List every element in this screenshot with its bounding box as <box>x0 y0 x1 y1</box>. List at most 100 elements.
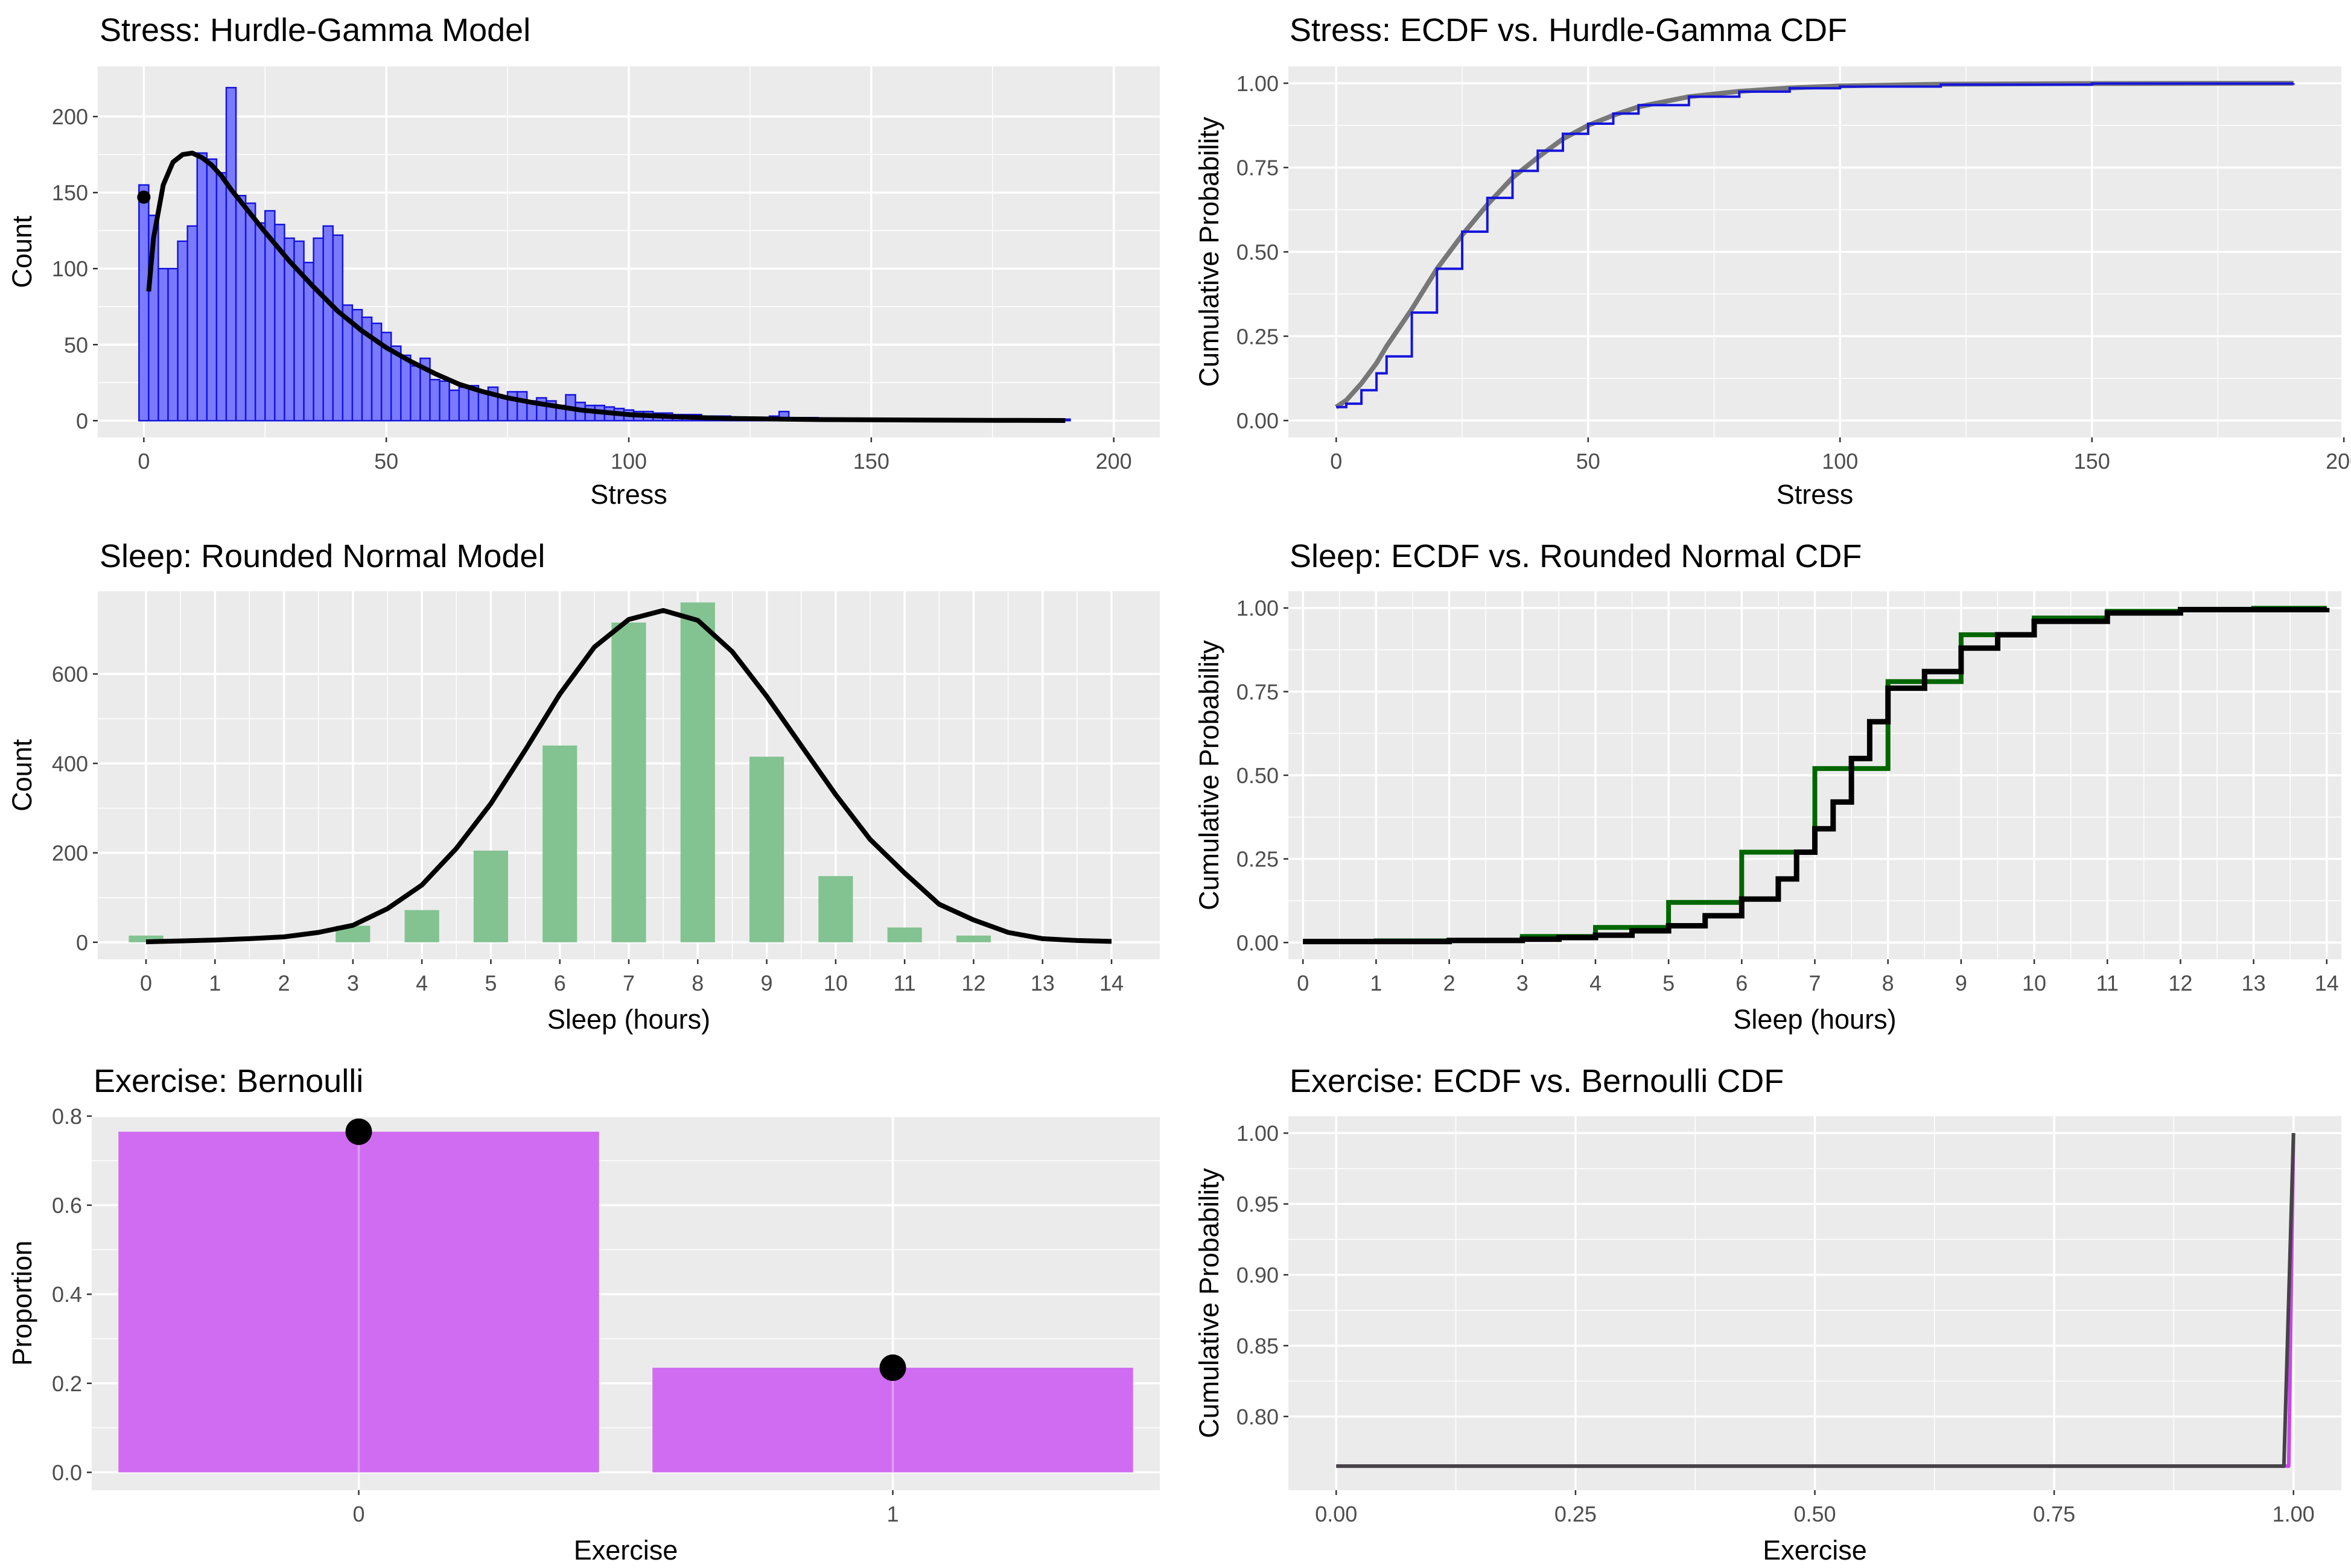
y-tick-label: 0 <box>76 930 88 955</box>
x-tick-label: 5 <box>485 971 497 995</box>
x-axis-label: Exercise <box>574 1535 678 1566</box>
x-tick-label: 1.00 <box>2273 1502 2315 1526</box>
histogram-bar <box>439 380 450 422</box>
x-tick-label: 12 <box>961 971 985 995</box>
x-tick-label: 2 <box>1443 971 1455 995</box>
y-tick-label: 0.00 <box>1236 930 1279 955</box>
model-density-curve <box>145 608 1112 945</box>
y-tick-label: 600 <box>52 662 88 687</box>
y-tick-label: 100 <box>52 256 88 281</box>
histogram-bar <box>410 365 421 422</box>
histogram-bar <box>956 935 991 942</box>
x-tick-label: 11 <box>2096 971 2119 995</box>
y-axis-label: Cumulative Probability <box>1194 640 1224 910</box>
y-tick-label: 0.90 <box>1236 1263 1279 1287</box>
x-tick-label: 3 <box>347 971 359 995</box>
histogram-bar <box>138 184 150 422</box>
x-tick-label: 13 <box>2242 971 2266 995</box>
chart-exercise-ecdf: Exercise: ECDF vs. Bernoulli CDF Exercise… <box>1194 1063 2341 1566</box>
x-tick-label: 11 <box>893 971 915 995</box>
x-tick-label: 50 <box>374 449 398 474</box>
y-tick-label: 1.00 <box>1236 596 1279 621</box>
y-tick-label: 200 <box>52 841 88 866</box>
histogram-bar <box>429 378 441 422</box>
x-tick-label: 2 <box>278 971 290 995</box>
histogram-bar <box>477 391 489 422</box>
x-tick-label: 150 <box>2074 449 2110 474</box>
x-tick-label: 0 <box>352 1502 364 1526</box>
y-axis-label: Cumulative Probability <box>1194 1168 1224 1438</box>
y-tick-label: 0.95 <box>1236 1192 1279 1217</box>
y-tick-label: 400 <box>52 751 88 776</box>
y-tick-label: 0.8 <box>52 1104 82 1129</box>
model-cdf-line <box>1336 1133 2295 1468</box>
histogram-bar <box>196 152 208 422</box>
y-tick-label: 0.0 <box>52 1460 82 1485</box>
chart-sleep-ecdf: Sleep: ECDF vs. Rounded Normal CDF Sleep … <box>1194 538 2341 1035</box>
x-tick-label: 12 <box>2168 971 2192 995</box>
x-tick-label: 0 <box>1330 449 1342 474</box>
y-tick-label: 0.2 <box>52 1371 82 1396</box>
chart-exercise-bar: Exercise: Bernoulli Exercise Proportion 0.0… <box>7 1063 1160 1566</box>
x-tick-label: 0.25 <box>1554 1502 1597 1526</box>
histogram-bar <box>404 910 439 942</box>
y-tick-label: 0 <box>76 408 88 433</box>
x-tick-label: 200 <box>1096 449 1132 474</box>
chart-title: Stress: Hurdle-Gamma Model <box>100 12 530 48</box>
x-tick-label: 10 <box>824 971 848 995</box>
histogram-bar <box>473 850 508 942</box>
y-tick-label: 0.50 <box>1236 763 1279 788</box>
y-axis-label: Cumulative Probability <box>1194 116 1224 387</box>
x-tick-label: 4 <box>1589 971 1602 995</box>
proportion-bar <box>118 1131 599 1473</box>
x-axis-label: Sleep (hours) <box>547 1004 710 1035</box>
x-tick-label: 0 <box>1297 971 1309 995</box>
y-tick-label: 0.4 <box>52 1282 82 1307</box>
x-tick-label: 3 <box>1516 971 1529 995</box>
x-tick-label: 5 <box>1662 971 1675 995</box>
chart-sleep-hist: Sleep: Rounded Normal Model Sleep (hours)… <box>7 538 1160 1035</box>
histogram-bar <box>244 202 256 422</box>
x-tick-label: 6 <box>1735 971 1748 995</box>
x-tick-label: 1 <box>209 971 221 995</box>
zero-mass-point <box>137 190 151 204</box>
chart-stress-ecdf: Stress: ECDF vs. Hurdle-Gamma CDF Stress C… <box>1194 12 2351 510</box>
x-tick-label: 0 <box>138 449 150 474</box>
x-tick-label: 10 <box>2022 971 2046 995</box>
histogram-bar <box>215 172 227 422</box>
histogram-bar <box>157 267 169 422</box>
y-tick-label: 0.80 <box>1236 1405 1279 1429</box>
x-tick-label: 6 <box>554 971 566 995</box>
x-tick-label: 14 <box>1099 971 1124 995</box>
histogram-bar <box>458 386 470 422</box>
chart-title: Stress: ECDF vs. Hurdle-Gamma CDF <box>1290 12 1847 48</box>
x-tick-label: 100 <box>611 449 647 474</box>
y-tick-label: 150 <box>52 180 88 205</box>
y-tick-label: 0.85 <box>1236 1333 1279 1358</box>
chart-title: Exercise: Bernoulli <box>94 1063 363 1099</box>
x-tick-label: 14 <box>2315 971 2339 995</box>
histogram-bar <box>225 87 237 422</box>
y-axis-label: Proportion <box>7 1240 37 1366</box>
y-tick-label: 1.00 <box>1236 1121 1279 1146</box>
histogram-bar <box>129 935 164 942</box>
chart-title: Sleep: Rounded Normal Model <box>100 538 545 574</box>
y-tick-label: 0.25 <box>1236 324 1279 349</box>
y-tick-label: 0.00 <box>1236 408 1279 433</box>
histogram-bar <box>542 745 577 942</box>
y-tick-label: 0.6 <box>52 1193 82 1218</box>
chart-title: Exercise: ECDF vs. Bernoulli CDF <box>1290 1063 1784 1099</box>
chart-stress-hist: Stress: Hurdle-Gamma Model Stress Count 0 50… <box>7 12 1160 510</box>
histogram-bar <box>254 222 266 422</box>
ecdf-step-line <box>1303 607 2330 945</box>
x-axis-label: Sleep (hours) <box>1733 1004 1896 1035</box>
y-tick-label: 200 <box>52 104 88 129</box>
histogram-bar <box>887 927 922 942</box>
y-tick-label: 0.50 <box>1236 240 1279 265</box>
histogram-bar <box>749 757 784 942</box>
chart-title: Sleep: ECDF vs. Rounded Normal CDF <box>1290 538 1862 574</box>
histogram-bar <box>332 234 344 422</box>
x-tick-label: 0.50 <box>1793 1502 1836 1526</box>
x-axis-label: Stress <box>1777 479 1854 510</box>
x-tick-label: 50 <box>1576 449 1600 474</box>
